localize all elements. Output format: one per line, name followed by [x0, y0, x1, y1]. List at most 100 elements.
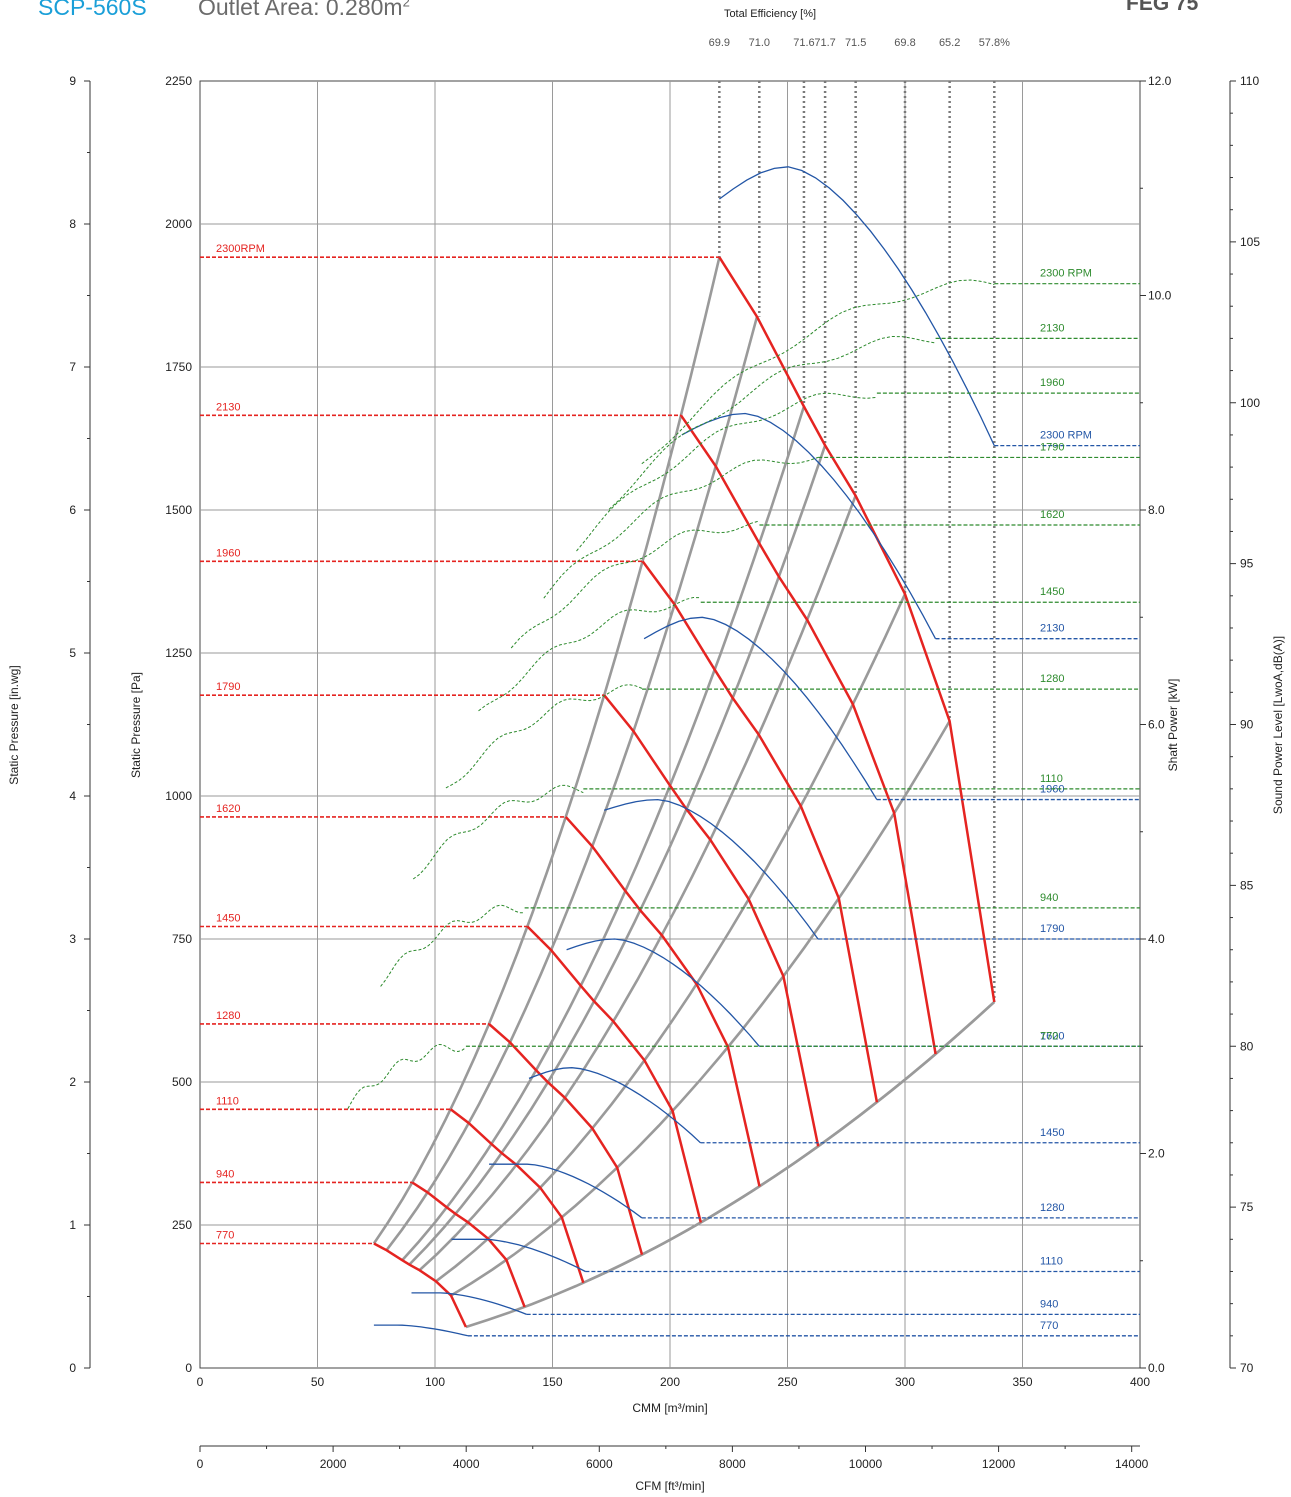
- system-curve: [408, 444, 827, 1266]
- cfm-tick-label: 2000: [320, 1457, 347, 1471]
- power-curve: [373, 1324, 469, 1337]
- inwg-tick-label: 0: [69, 1361, 76, 1375]
- rpm-label: 1960: [216, 547, 240, 559]
- efficiency-value: 57.8%: [979, 37, 1010, 49]
- x-tick-label: 200: [660, 1375, 680, 1389]
- rpm-label: 1280: [216, 1010, 240, 1022]
- power-label: 770: [1040, 1320, 1058, 1332]
- rpm-label: 2300RPM: [216, 243, 265, 255]
- db-tick-label: 95: [1240, 557, 1254, 571]
- sound-curve: [412, 784, 584, 880]
- kw-tick-label: 10.0: [1148, 289, 1172, 303]
- efficiency-value: 71.6: [793, 37, 814, 49]
- pressure-curve: [679, 414, 937, 1055]
- inwg-tick-label: 4: [69, 789, 76, 803]
- y-pa-tick-label: 1250: [165, 646, 192, 660]
- system-curve: [435, 593, 907, 1283]
- rpm-label: 1450: [216, 913, 240, 925]
- x-tick-label: 100: [425, 1375, 445, 1389]
- inwg-axis-title: Static Pressure [in.wg]: [7, 665, 21, 784]
- cfm-tick-label: 4000: [453, 1457, 480, 1471]
- x-axis-title: CMM [m³/min]: [632, 1401, 707, 1415]
- efficiency-value: 71.0: [749, 37, 770, 49]
- db-tick-label: 90: [1240, 718, 1254, 732]
- power-label: 2300 RPM: [1040, 430, 1092, 442]
- pressure-curve: [526, 925, 703, 1223]
- rpm-label: 1620: [216, 803, 240, 815]
- sound-label: 770: [1040, 1030, 1058, 1042]
- sound-label: 1620: [1040, 509, 1064, 521]
- kw-axis-title: Shaft Power [kW]: [1166, 679, 1180, 772]
- pressure-curve: [603, 694, 820, 1147]
- cfm-tick-label: 8000: [719, 1457, 746, 1471]
- sound-curve: [641, 279, 995, 465]
- efficiency-value: 69.9: [709, 37, 730, 49]
- x-tick-label: 250: [777, 1375, 797, 1389]
- power-label: 1790: [1040, 923, 1064, 935]
- power-curve: [681, 412, 937, 640]
- efficiency-value: 71.7: [814, 37, 835, 49]
- db-tick-label: 80: [1240, 1039, 1254, 1053]
- db-tick-label: 110: [1240, 74, 1259, 88]
- y-pa-tick-label: 0: [185, 1361, 192, 1375]
- pressure-curve: [641, 560, 879, 1103]
- power-label: 2130: [1040, 623, 1064, 635]
- x-tick-label: 350: [1012, 1375, 1032, 1389]
- y-pa-tick-label: 1500: [165, 503, 192, 517]
- cfm-tick-label: 10000: [849, 1457, 883, 1471]
- y-pa-tick-label: 500: [172, 1075, 192, 1089]
- sound-label: 1110: [1040, 773, 1063, 785]
- efficiency-value: 71.5: [845, 37, 866, 49]
- efficiency-value: 65.2: [939, 37, 960, 49]
- y-pa-tick-label: 2250: [165, 74, 192, 88]
- y-pa-tick-label: 750: [172, 932, 192, 946]
- sound-curve: [510, 520, 760, 649]
- efficiency-value: 69.8: [894, 37, 915, 49]
- rpm-label: 940: [216, 1168, 234, 1180]
- inwg-tick-label: 6: [69, 503, 76, 517]
- inwg-tick-label: 7: [69, 360, 76, 374]
- db-tick-label: 85: [1240, 878, 1254, 892]
- power-curve: [411, 1292, 527, 1316]
- inwg-tick-label: 1: [69, 1218, 76, 1232]
- y-pa-tick-label: 250: [172, 1218, 192, 1232]
- kw-tick-label: 0.0: [1148, 1361, 1165, 1375]
- kw-tick-label: 6.0: [1148, 718, 1165, 732]
- power-curve: [528, 1067, 701, 1144]
- inwg-tick-label: 2: [69, 1075, 76, 1089]
- system-curve-envelope: [588, 1000, 996, 1282]
- db-tick-label: 75: [1240, 1200, 1254, 1214]
- sound-curve: [478, 596, 701, 712]
- sound-label: 2300 RPM: [1040, 268, 1092, 280]
- power-label: 1280: [1040, 1202, 1064, 1214]
- power-curve: [489, 1163, 643, 1219]
- sound-label: 1280: [1040, 673, 1064, 685]
- x-tick-label: 50: [311, 1375, 325, 1389]
- sound-curve: [576, 392, 877, 552]
- pressure-curve: [449, 1108, 585, 1284]
- sound-label: 2130: [1040, 322, 1064, 334]
- power-curve: [604, 798, 819, 940]
- inwg-tick-label: 5: [69, 646, 76, 660]
- pressure-curve: [488, 1023, 644, 1255]
- x-tick-label: 150: [542, 1375, 562, 1389]
- inwg-tick-label: 3: [69, 932, 76, 946]
- y-pa-tick-label: 1750: [165, 360, 192, 374]
- sound-curve: [445, 684, 643, 789]
- db-tick-label: 105: [1240, 235, 1260, 249]
- kw-tick-label: 2.0: [1148, 1147, 1165, 1161]
- inwg-tick-label: 8: [69, 217, 76, 231]
- db-tick-label: 100: [1240, 396, 1260, 410]
- y-pa-tick-label: 2000: [165, 217, 192, 231]
- pressure-curve: [411, 1181, 526, 1308]
- rpm-label: 1110: [216, 1095, 239, 1107]
- rpm-label: 2130: [216, 401, 240, 413]
- power-label: 1620: [1040, 1030, 1064, 1042]
- power-curve: [566, 938, 760, 1047]
- x-tick-label: 300: [895, 1375, 915, 1389]
- y-pa-tick-label: 1000: [165, 789, 192, 803]
- system-curve: [465, 1000, 996, 1329]
- efficiency-title: Total Efficiency [%]: [724, 8, 816, 20]
- inwg-tick-label: 9: [69, 74, 76, 88]
